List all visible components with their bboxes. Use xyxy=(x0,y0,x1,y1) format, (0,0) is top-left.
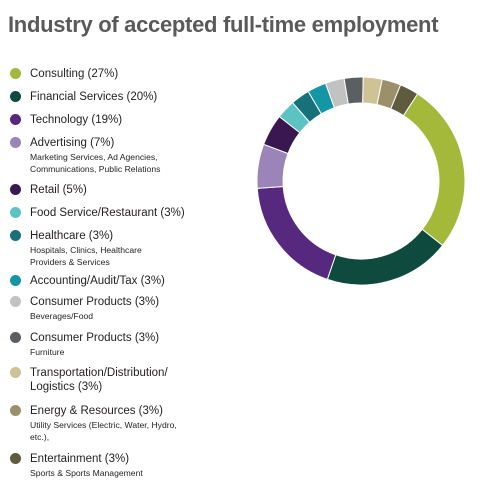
donut-slice xyxy=(326,228,444,286)
legend-label: Advertising (7%) xyxy=(30,137,115,149)
legend-label: Energy & Resources (3%) xyxy=(30,405,163,417)
legend-label: Transportation/Distribution/ Logistics (… xyxy=(30,367,168,393)
legend-label: Accounting/Audit/Tax (3%) xyxy=(30,275,165,287)
legend-label: Consumer Products (3%) xyxy=(30,296,160,308)
legend-swatch xyxy=(10,68,21,79)
legend-swatch xyxy=(10,207,21,218)
legend-label: Retail (5%) xyxy=(30,184,87,196)
legend-sublabel: Utility Services (Electric, Water, Hydro… xyxy=(30,420,177,442)
legend-swatch xyxy=(10,137,21,148)
chart-title: Industry of accepted full-time employmen… xyxy=(8,12,439,37)
legend-sublabel: Furniture xyxy=(30,347,65,357)
legend-swatch xyxy=(10,184,21,195)
legend-swatch xyxy=(10,367,21,378)
legend-swatch xyxy=(10,275,21,286)
legend-sublabel: Hospitals, Clinics, Healthcare Providers… xyxy=(30,245,142,267)
legend-swatch xyxy=(10,296,21,307)
legend-label: Consumer Products (3%) xyxy=(30,332,160,344)
donut-slice xyxy=(390,84,419,117)
legend-sublabel: Beverages/Food xyxy=(30,311,94,321)
donut-slice xyxy=(402,93,466,247)
legend-label: Technology (19%) xyxy=(30,114,123,126)
legend-swatch xyxy=(10,114,21,125)
donut-slice xyxy=(256,185,337,281)
legend-label: Healthcare (3%) xyxy=(30,230,114,242)
legend-swatch xyxy=(10,91,21,102)
legend-sublabel: Marketing Services, Ad Agencies, Communi… xyxy=(30,152,161,174)
legend-label: Entertainment (3%) xyxy=(30,453,130,465)
legend-swatch xyxy=(10,405,21,416)
legend-swatch xyxy=(10,332,21,343)
legend-sublabel: Sports & Sports Management xyxy=(30,468,143,478)
legend-label: Financial Services (20%) xyxy=(30,91,158,103)
legend-swatch xyxy=(10,453,21,464)
legend-swatch xyxy=(10,230,21,241)
legend-label: Consulting (27%) xyxy=(30,68,119,80)
legend-label: Food Service/Restaurant (3%) xyxy=(30,207,185,219)
